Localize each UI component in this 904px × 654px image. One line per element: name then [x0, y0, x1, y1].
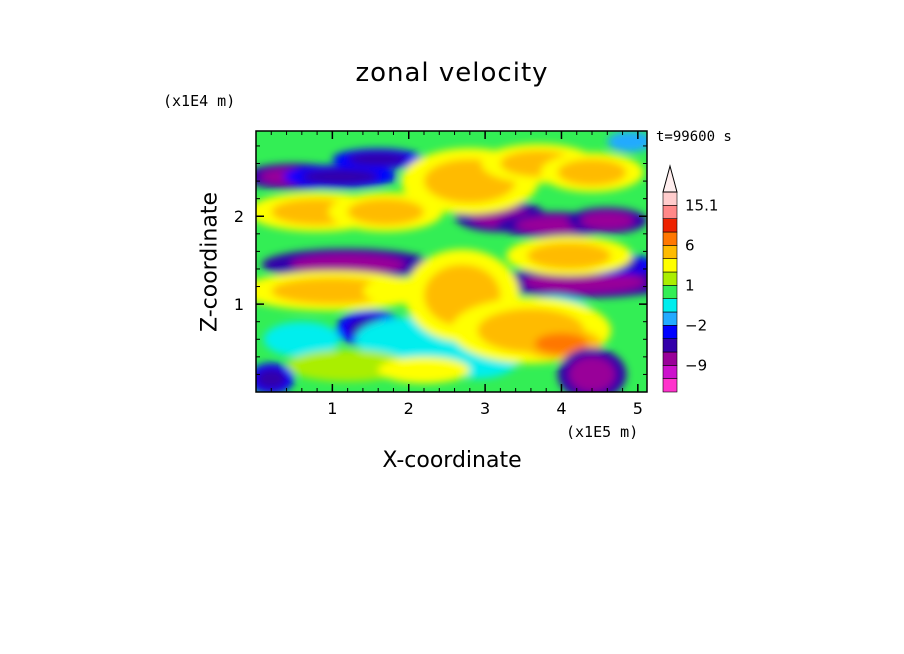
contour-region: [557, 159, 627, 186]
contour-region: [569, 356, 615, 392]
x-tick-label: 2: [404, 399, 414, 418]
contour-region: [263, 321, 341, 357]
contour-region: [301, 168, 379, 185]
x-tick-label: 1: [327, 399, 337, 418]
colorbar-swatch: [662, 338, 678, 353]
x-tick-label: 3: [480, 399, 490, 418]
plot-frame: [255, 130, 648, 393]
colorbar-swatch: [662, 365, 678, 379]
contour-region: [580, 211, 635, 230]
colorbar-swatch: [662, 298, 678, 313]
contour-region: [347, 152, 409, 167]
colorbar-swatch: [662, 231, 678, 246]
contour-region: [607, 131, 647, 153]
colorbar-swatch: [662, 325, 678, 339]
colorbar-swatch: [662, 311, 678, 326]
x-axis-label: X-coordinate: [382, 448, 522, 473]
field-blobs: [256, 131, 647, 392]
colorbar-extend-arrow: [662, 164, 678, 193]
colorbar-swatch: [662, 271, 678, 286]
colorbar-swatch: [662, 258, 678, 273]
y-tick-label: 1: [234, 295, 244, 314]
contour-region: [527, 242, 612, 269]
x-tick-label: 5: [633, 399, 643, 418]
colorbar-swatch: [662, 351, 678, 366]
contour-region: [534, 333, 589, 355]
colorbar-swatch: [662, 285, 678, 299]
colorbar: 15.1 6 1 −2 −9: [662, 164, 718, 393]
colorbar-swatch: [662, 205, 678, 219]
x-tick-label: 4: [556, 399, 566, 418]
colorbar-label: 1: [685, 276, 695, 294]
contour-region: [256, 368, 287, 390]
colorbar-label: 15.1: [685, 196, 718, 214]
colorbar-swatch: [662, 191, 678, 206]
contour-region: [290, 254, 405, 276]
colorbar-swatch: [662, 218, 678, 233]
x-unit-label: (x1E5 m): [566, 423, 639, 441]
colorbar-label: −2: [685, 316, 707, 334]
contour-region: [271, 277, 394, 305]
contour-region: [347, 198, 425, 226]
plot-area: [256, 131, 647, 392]
colorbar-swatch: [662, 378, 678, 393]
colorbar-label: −9: [685, 356, 707, 374]
chart-title: zonal velocity: [355, 58, 549, 88]
contour-region: [378, 356, 470, 384]
time-label: t=99600 s: [656, 129, 732, 145]
colorbar-label: 6: [685, 236, 695, 254]
contour-region: [286, 349, 409, 382]
axes: 1 2 3 4 5 1 2: [234, 131, 647, 418]
contour-region: [523, 271, 646, 293]
y-tick-label: 2: [234, 207, 244, 226]
y-unit-label: (x1E4 m): [163, 92, 236, 110]
colorbar-swatch: [662, 245, 678, 259]
